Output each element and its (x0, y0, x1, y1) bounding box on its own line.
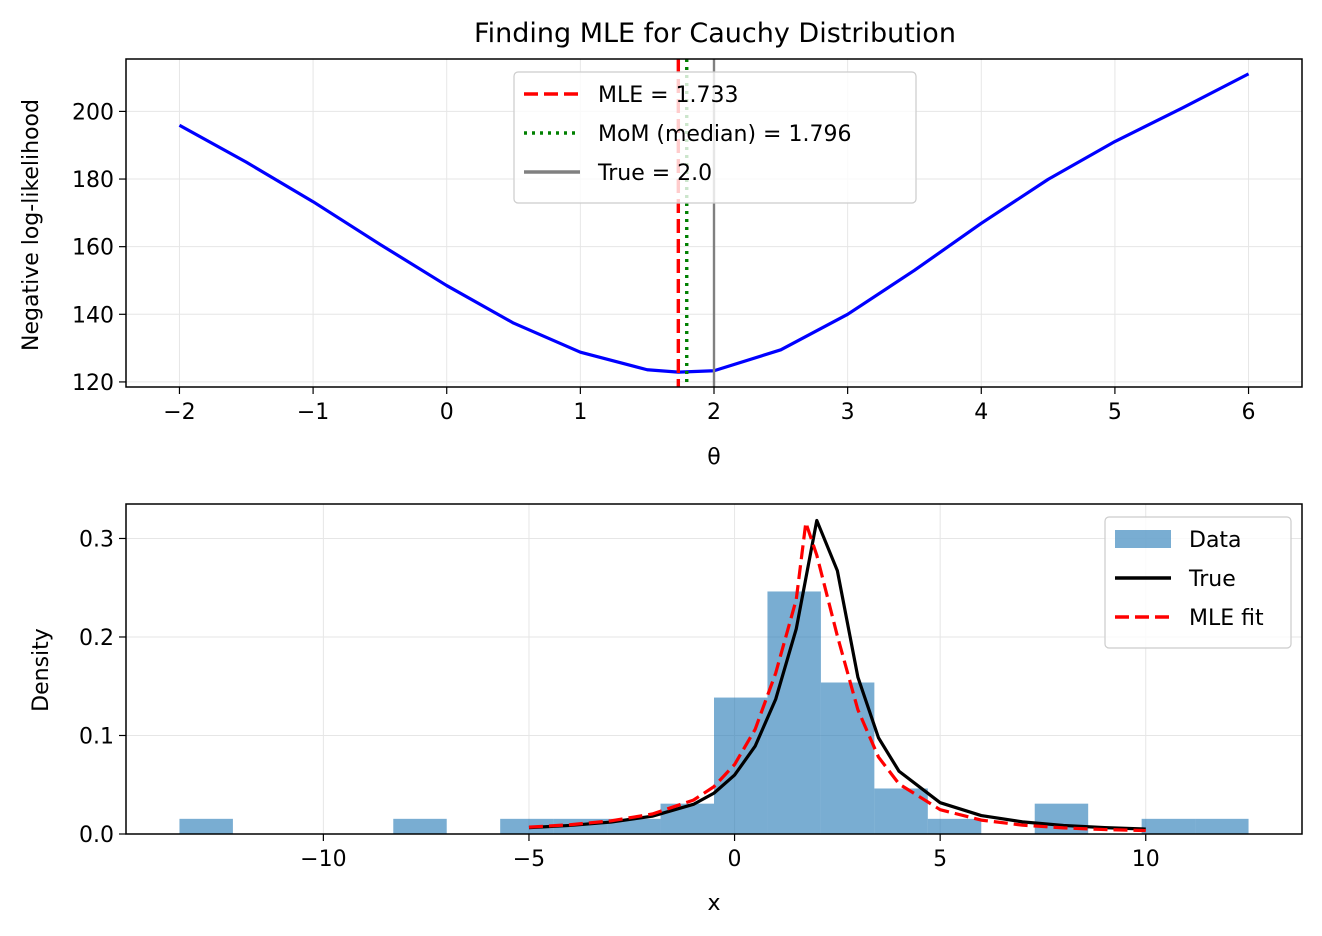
bottom-y-ticks: 0.0 0.1 0.2 0.3 (79, 527, 126, 848)
histogram-bar (820, 682, 875, 834)
bottom-x-tick-label: 0 (728, 847, 742, 872)
bottom-y-tick-label: 0.2 (79, 626, 114, 651)
top-legend: MLE = 1.733 MoM (median) = 1.796 True = 2.… (513, 71, 917, 204)
bottom-series-line-1 (528, 521, 1146, 833)
top-x-ticks: −2 −1 0 1 2 3 4 5 6 (163, 387, 1256, 425)
bottom-x-tick-label: −10 (300, 847, 346, 872)
histogram-bar (1141, 818, 1196, 834)
top-chart-title: Finding MLE for Cauchy Distribution (474, 18, 956, 49)
top-x-tick-label: 0 (440, 400, 454, 425)
top-chart: Finding MLE for Cauchy Distribution −2 −1… (19, 18, 1303, 470)
top-x-tick-label: 1 (573, 400, 587, 425)
top-y-axis-label: Negative log-likelihood (19, 99, 44, 351)
top-x-tick-label: −2 (163, 400, 195, 425)
top-x-tick-label: 2 (707, 400, 721, 425)
bottom-y-axis-label: Density (29, 628, 54, 712)
histogram-bar (393, 818, 447, 834)
top-x-tick-label: 3 (841, 400, 855, 425)
bottom-x-tick-label: 5 (933, 847, 947, 872)
legend-label: MLE = 1.733 (598, 83, 739, 108)
legend-swatch (1115, 530, 1171, 548)
bottom-x-tick-label: 10 (1132, 847, 1160, 872)
bottom-marks (179, 518, 1249, 834)
histogram-bar (179, 818, 233, 834)
legend-frame (1104, 516, 1292, 649)
top-y-ticks: 120 140 160 180 200 (72, 100, 126, 396)
top-x-tick-label: 5 (1108, 400, 1122, 425)
histogram-bar (1195, 818, 1249, 834)
bottom-x-tick-label: −5 (513, 847, 545, 872)
bottom-series-line-0 (528, 518, 1146, 831)
legend-frame (513, 71, 917, 204)
top-y-tick-label: 200 (72, 100, 114, 125)
legend-label: MLE fit (1189, 606, 1264, 631)
top-x-tick-label: −1 (297, 400, 329, 425)
bottom-y-tick-label: 0.3 (79, 527, 114, 552)
legend-label: Data (1189, 528, 1242, 553)
bottom-plot-frame (125, 503, 1303, 835)
histogram-bar (500, 818, 554, 834)
bottom-legend: Data True MLE fit (1104, 516, 1292, 649)
top-y-tick-label: 180 (72, 168, 114, 193)
histogram-bar (767, 591, 821, 834)
bottom-x-ticks: −10 −5 0 5 10 (300, 834, 1160, 872)
bottom-x-axis-label: x (707, 891, 720, 916)
top-series-line-0 (178, 72, 1250, 374)
bottom-y-tick-label: 0.1 (79, 724, 114, 749)
top-x-axis-label: θ (707, 445, 720, 470)
legend-label: True = 2.0 (597, 161, 712, 186)
top-x-tick-label: 4 (974, 400, 988, 425)
top-x-tick-label: 6 (1242, 400, 1256, 425)
histogram-bar (874, 788, 928, 834)
bottom-chart: −10 −5 0 5 10 0.0 0.1 0.2 0.3 x Density Data Tru… (29, 503, 1303, 916)
top-y-tick-label: 140 (72, 303, 114, 328)
bottom-y-tick-label: 0.0 (79, 823, 114, 848)
top-y-tick-label: 160 (72, 236, 114, 261)
legend-label: True (1188, 567, 1236, 592)
histogram-bar (927, 818, 982, 834)
legend-label: MoM (median) = 1.796 (598, 122, 851, 147)
top-y-tick-label: 120 (72, 371, 114, 396)
histogram-bar (607, 818, 661, 834)
